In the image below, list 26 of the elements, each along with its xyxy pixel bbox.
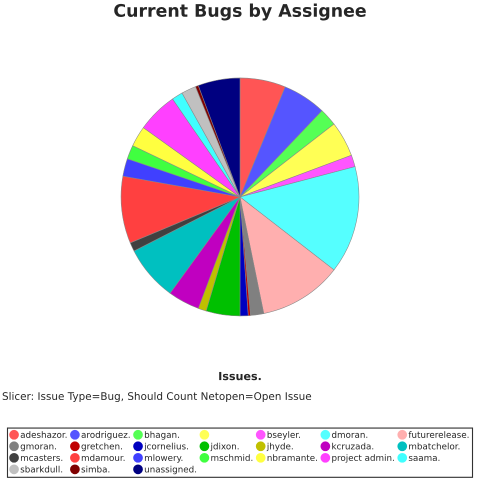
legend-label: gmoran. — [20, 444, 56, 452]
legend-label: jhyde. — [266, 442, 293, 452]
legend-label: gretchen. — [82, 442, 122, 452]
legend-label: mcasters. — [20, 454, 62, 461]
legend-label: mbatchelor. — [409, 442, 460, 450]
legend-label: sbarkdull. — [20, 466, 62, 473]
legend-label: dmoran. — [332, 431, 368, 438]
legend-label: saama. — [408, 456, 440, 461]
legend-label: futurerelease. — [408, 431, 469, 438]
chart-title: Current Bugs by Assignee — [114, 4, 366, 20]
legend-label: nbramante. — [268, 454, 317, 461]
text: Slicer: Issue Type=Bug, Should Count Netopen=Open Issue — [2, 392, 312, 402]
legend-label: jdixon. — [210, 442, 239, 452]
legend-label: mlowery. — [144, 454, 182, 463]
legend-label: kcruzada. — [332, 442, 374, 450]
legend-label: mschmid. — [211, 454, 252, 461]
legend-label: adeshazor. — [20, 431, 67, 438]
legend-label: arodriguez. — [82, 431, 130, 440]
legend-label: unassigned. — [144, 466, 196, 474]
legend-label: bhagan. — [144, 431, 179, 440]
text: Issues. — [219, 372, 261, 380]
legend-label: bseyler. — [268, 431, 300, 440]
legend-label: jcornelius. — [144, 442, 188, 452]
legend-label: mdamour. — [82, 454, 125, 461]
legend-label: project admin. — [332, 454, 394, 463]
legend-label: simba. — [82, 466, 110, 473]
